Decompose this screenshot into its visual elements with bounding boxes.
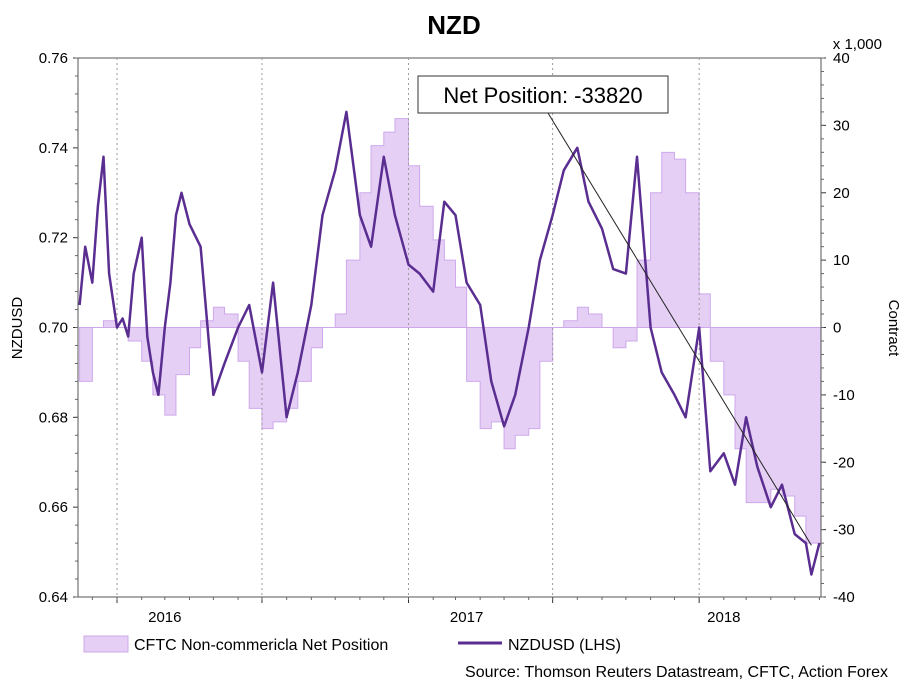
- right-tick-label: -40: [833, 589, 855, 606]
- right-tick-label: 0: [833, 320, 841, 337]
- right-tick-label: -20: [833, 454, 855, 471]
- left-tick-label: 0.66: [39, 499, 68, 516]
- legend-label-line: NZDUSD (LHS): [508, 637, 621, 654]
- right-tick-label: -30: [833, 522, 855, 539]
- plot-area: 0.76 0.74 0.72 0.70 0.68 0.66 0.64 40 30 20 10 0 -10…: [39, 50, 855, 626]
- source-note: Source: Thomson Reuters Datastream, CFTC…: [465, 664, 888, 681]
- x-tick-label: 2017: [450, 609, 483, 626]
- legend-swatch-area: [83, 635, 129, 653]
- left-tick-label: 0.68: [39, 409, 68, 426]
- annotation-leader-line: [547, 112, 812, 546]
- left-tick-label: 0.76: [39, 50, 68, 67]
- left-tick-label: 0.74: [39, 140, 68, 157]
- legend: CFTC Non-commericla Net Position NZDUSD …: [83, 635, 621, 654]
- right-tick-label: 10: [833, 252, 850, 269]
- left-axis-title: NZDUSD: [9, 297, 26, 360]
- left-tick-label: 0.70: [39, 320, 68, 337]
- right-axis-title: Contract: [885, 300, 902, 358]
- chart-title: NZD: [427, 10, 480, 40]
- right-tick-label: 40: [833, 50, 850, 67]
- right-tick-label: 30: [833, 117, 850, 134]
- legend-label-area: CFTC Non-commericla Net Position: [134, 637, 388, 654]
- annotation-text: Net Position: -33820: [443, 83, 642, 108]
- x-tick-label: 2018: [707, 609, 740, 626]
- right-tick-label: 20: [833, 185, 850, 202]
- x-tick-label: 2016: [148, 609, 181, 626]
- left-tick-label: 0.64: [39, 589, 68, 606]
- annotation-box: [417, 75, 669, 114]
- nzdusd-line: [78, 110, 821, 576]
- left-tick-label: 0.72: [39, 230, 68, 247]
- net-position-area: [79, 118, 822, 544]
- right-tick-label: -10: [833, 387, 855, 404]
- right-axis-multiplier: x 1,000: [833, 36, 882, 53]
